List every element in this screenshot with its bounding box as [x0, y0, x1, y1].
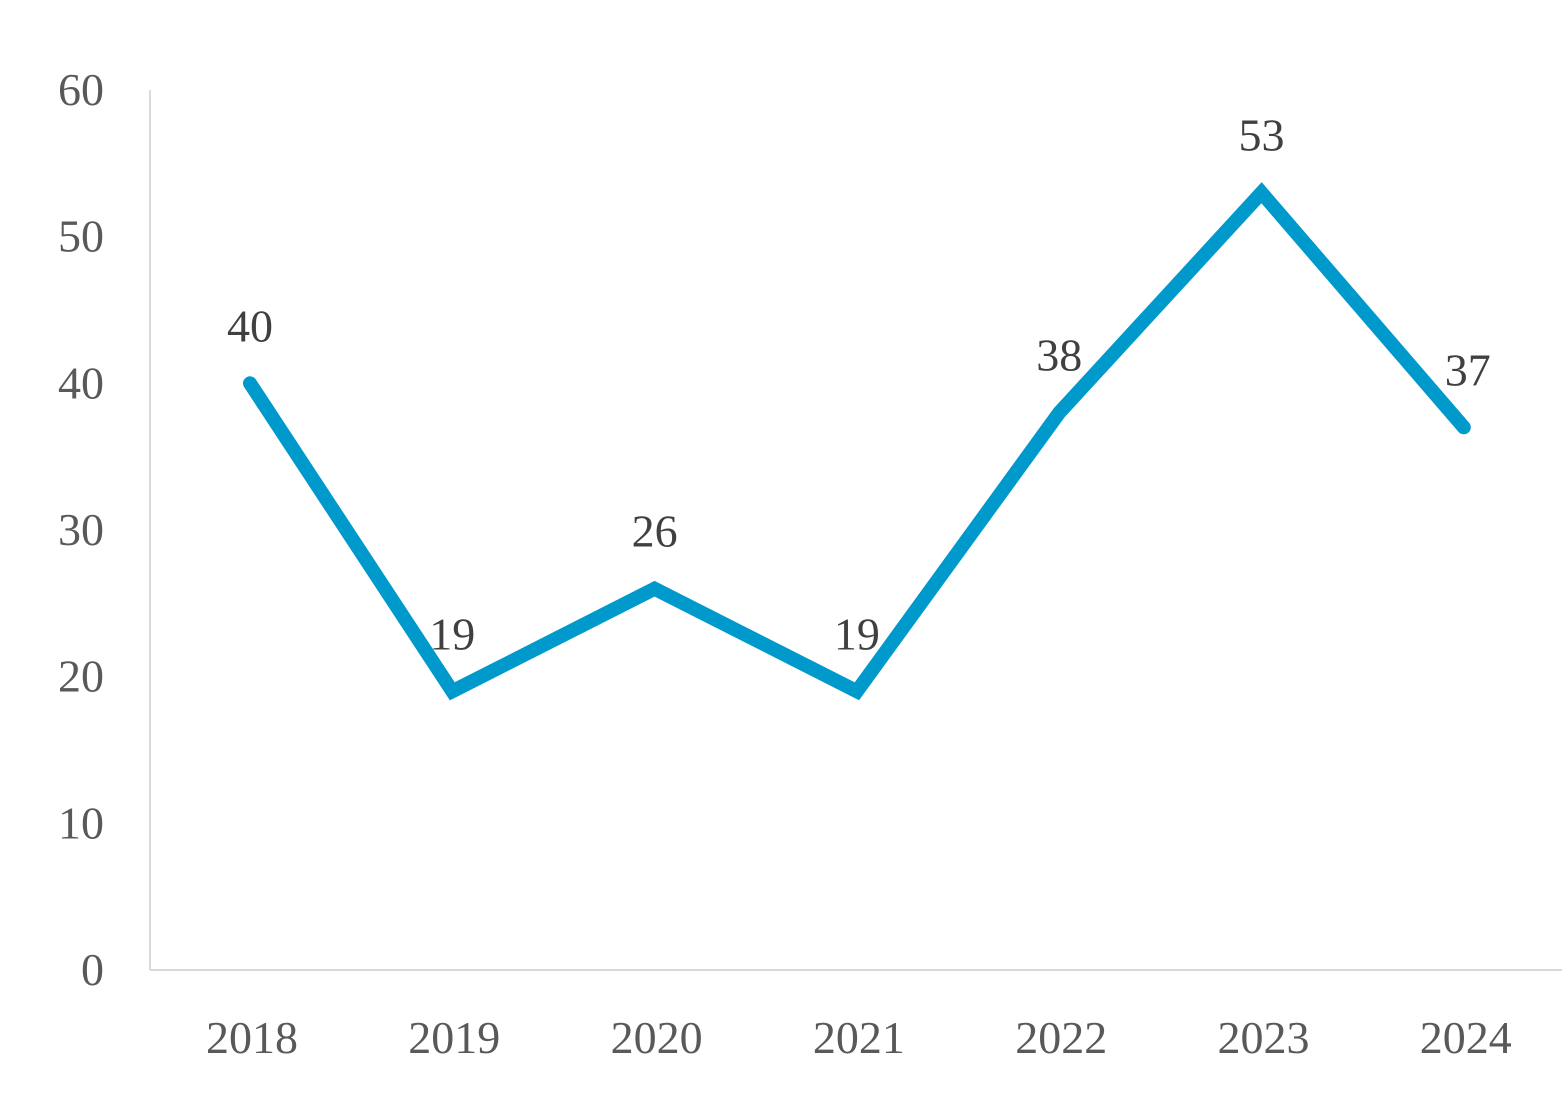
x-tick-label: 2022 [1015, 1012, 1107, 1063]
y-tick-label: 30 [58, 504, 104, 555]
data-label: 26 [632, 506, 678, 557]
data-label: 37 [1445, 344, 1491, 395]
data-labels: 40 19 26 19 38 53 37 [227, 110, 1491, 660]
y-tick-label: 20 [58, 651, 104, 702]
x-tick-label: 2018 [206, 1012, 298, 1063]
x-tick-label: 2023 [1218, 1012, 1310, 1063]
data-label: 40 [227, 300, 273, 351]
x-tick-labels: 2018 2019 2020 2021 2022 2023 2024 [206, 1012, 1512, 1063]
y-tick-label: 10 [58, 797, 104, 848]
y-tick-labels: 0 10 20 30 40 50 60 [58, 64, 104, 995]
x-tick-label: 2021 [813, 1012, 905, 1063]
x-tick-label: 2024 [1420, 1012, 1512, 1063]
data-label: 19 [834, 608, 880, 659]
x-tick-label: 2019 [408, 1012, 500, 1063]
chart-axes [149, 90, 1562, 971]
x-tick-label: 2020 [611, 1012, 703, 1063]
y-tick-label: 40 [58, 357, 104, 408]
y-tick-label: 60 [58, 64, 104, 115]
data-label: 53 [1239, 110, 1285, 161]
data-label: 19 [429, 608, 475, 659]
series-line [243, 182, 1471, 701]
y-tick-label: 0 [81, 944, 104, 995]
y-tick-label: 50 [58, 211, 104, 262]
data-label: 38 [1036, 330, 1082, 381]
